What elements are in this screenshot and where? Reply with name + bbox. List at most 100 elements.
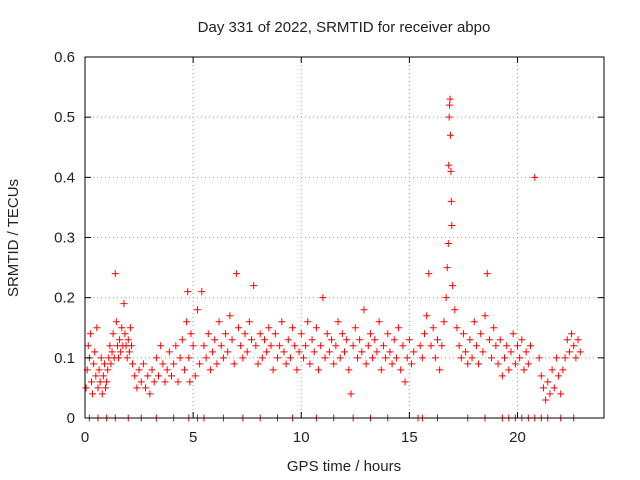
points-layer	[82, 95, 584, 422]
data-point	[436, 366, 444, 374]
data-point	[457, 354, 465, 362]
data-point	[403, 354, 411, 362]
data-point	[267, 342, 275, 350]
data-point	[103, 378, 111, 386]
data-point	[120, 300, 128, 308]
data-point	[520, 366, 528, 374]
y-tick-label: 0.6	[54, 49, 75, 66]
data-point	[273, 354, 281, 362]
data-point	[321, 354, 329, 362]
data-point	[107, 360, 115, 368]
data-point	[542, 396, 550, 404]
data-point	[180, 366, 188, 374]
data-point	[563, 336, 571, 344]
data-point	[129, 360, 137, 368]
data-point	[328, 336, 336, 344]
data-point	[405, 336, 413, 344]
data-point	[115, 354, 123, 362]
data-point	[299, 354, 307, 362]
data-point	[219, 354, 227, 362]
data-point	[90, 360, 98, 368]
data-point	[388, 360, 396, 368]
data-point	[559, 366, 567, 374]
data-point	[237, 342, 245, 350]
data-point	[116, 336, 124, 344]
data-point	[193, 306, 201, 314]
data-point	[84, 342, 92, 350]
ticks-layer: 0 0.1 0.2 0.3 0.4 0.5 0.6 0 5 10 15 20	[54, 49, 604, 446]
data-point	[459, 330, 467, 338]
data-point	[386, 348, 394, 356]
data-point	[133, 384, 141, 392]
data-point	[447, 167, 455, 175]
data-point	[176, 354, 184, 362]
data-point	[416, 342, 424, 350]
data-point	[548, 366, 556, 374]
data-point	[375, 318, 383, 326]
data-point	[150, 378, 158, 386]
data-point	[152, 354, 160, 362]
data-point	[336, 354, 344, 362]
data-point	[466, 336, 474, 344]
data-point	[371, 336, 379, 344]
y-tick-label: 0.2	[54, 290, 75, 307]
data-point	[126, 324, 134, 332]
data-point	[345, 366, 353, 374]
data-point	[165, 348, 173, 356]
data-point	[99, 372, 107, 380]
data-point	[117, 348, 125, 356]
data-point	[555, 372, 563, 380]
data-point	[421, 330, 429, 338]
data-point	[226, 312, 234, 320]
data-point	[524, 360, 532, 368]
data-point	[479, 348, 487, 356]
data-point	[332, 342, 340, 350]
data-point	[353, 354, 361, 362]
data-point	[254, 360, 262, 368]
data-point	[443, 264, 451, 272]
data-point	[464, 360, 472, 368]
data-point	[276, 342, 284, 350]
data-point	[382, 354, 390, 362]
data-point	[252, 342, 260, 350]
data-point	[477, 330, 485, 338]
data-point	[86, 330, 94, 338]
data-point	[191, 372, 199, 380]
data-point	[186, 378, 194, 386]
data-point	[531, 173, 539, 181]
data-point	[323, 330, 331, 338]
data-point	[96, 378, 104, 386]
data-point	[224, 348, 232, 356]
data-point	[358, 348, 366, 356]
data-point	[172, 342, 180, 350]
data-point	[451, 306, 459, 314]
data-point	[302, 342, 310, 350]
data-point	[343, 336, 351, 344]
data-point	[568, 330, 576, 338]
data-point	[183, 318, 191, 326]
data-point	[109, 330, 117, 338]
data-point	[447, 197, 455, 205]
data-point	[526, 342, 534, 350]
data-point	[187, 330, 195, 338]
data-point	[124, 336, 132, 344]
data-point	[293, 366, 301, 374]
data-point	[248, 336, 256, 344]
data-point	[438, 342, 446, 350]
data-point	[312, 324, 320, 332]
data-point	[280, 348, 288, 356]
data-point	[338, 330, 346, 338]
data-point	[425, 270, 433, 278]
data-point	[209, 348, 217, 356]
data-point	[291, 342, 299, 350]
data-point	[433, 336, 441, 344]
data-point	[334, 318, 342, 326]
x-tick-label: 0	[81, 429, 89, 446]
data-point	[475, 360, 483, 368]
data-point	[505, 366, 513, 374]
data-point	[127, 342, 135, 350]
data-point	[349, 342, 357, 350]
data-point	[351, 324, 359, 332]
data-point	[230, 360, 238, 368]
data-point	[440, 318, 448, 326]
